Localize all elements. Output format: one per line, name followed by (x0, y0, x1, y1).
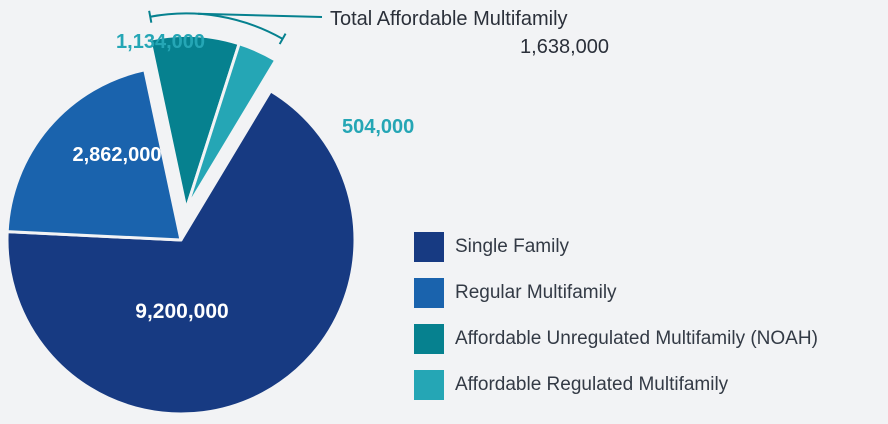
legend: Single Family Regular Multifamily Afford… (414, 224, 818, 408)
legend-item-noah: Affordable Unregulated Multifamily (NOAH… (414, 316, 818, 362)
legend-swatch-noah (414, 324, 444, 354)
legend-item-single-family: Single Family (414, 224, 818, 270)
affordable-bracket (148, 10, 323, 45)
legend-label: Affordable Regulated Multifamily (455, 374, 729, 395)
slice-label-noah: 1,134,000 (116, 31, 205, 53)
affordable-bracket-cap-end (278, 33, 287, 45)
affordable-bracket-cap-start (148, 10, 153, 23)
legend-label: Single Family (455, 236, 570, 257)
legend-item-regular-multifamily: Regular Multifamily (414, 270, 818, 316)
pie-slices (5, 33, 357, 416)
pie-slice-regular-multifamily (5, 68, 183, 242)
legend-label: Regular Multifamily (455, 282, 617, 303)
legend-item-regulated: Affordable Regulated Multifamily (414, 362, 818, 408)
annotation-total-affordable-label: Total Affordable Multifamily (330, 8, 568, 30)
annotation-total-affordable-value: 1,638,000 (520, 36, 609, 58)
pie-slice-noah (148, 33, 241, 211)
slice-label-regulated: 504,000 (342, 116, 414, 138)
legend-swatch-regulated (414, 370, 444, 400)
affordable-bracket-arc (150, 12, 284, 40)
slice-label-single-family: 9,200,000 (135, 300, 228, 323)
affordable-bracket-leader (197, 12, 323, 18)
pie-slice-single-family (5, 89, 357, 416)
pie-slice-regulated (184, 42, 278, 211)
legend-swatch-single-family (414, 232, 444, 262)
legend-swatch-regular-multifamily (414, 278, 444, 308)
slice-label-regular-multifamily: 2,862,000 (73, 144, 162, 166)
legend-label: Affordable Unregulated Multifamily (NOAH… (455, 328, 818, 349)
